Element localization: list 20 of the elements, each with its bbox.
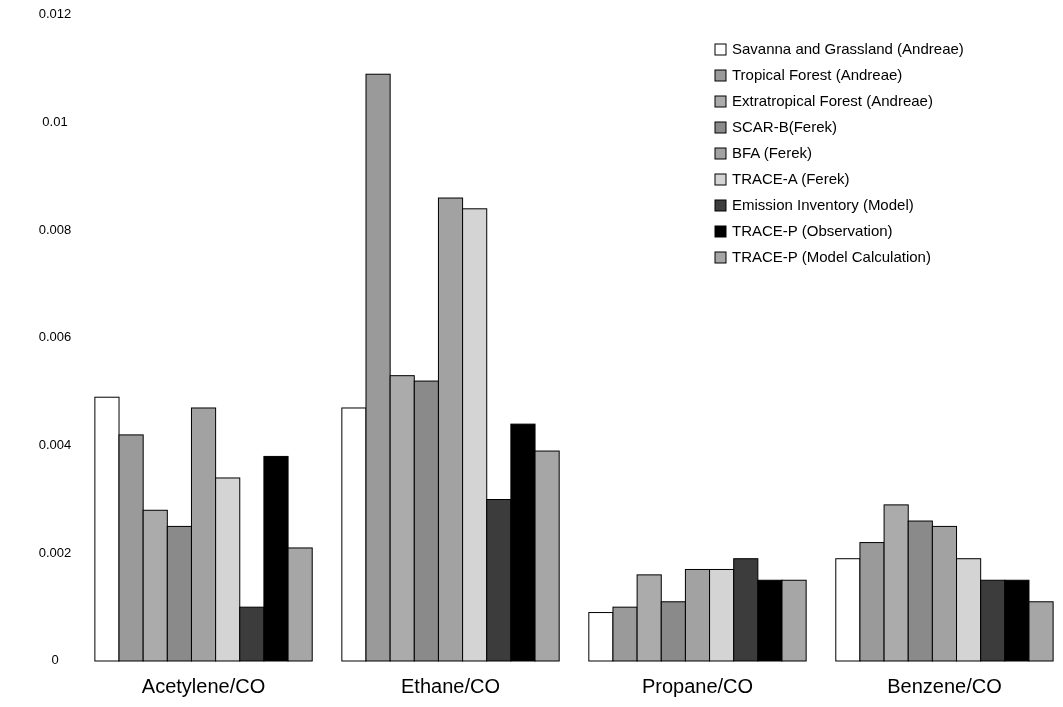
y-tick-label: 0.006 xyxy=(38,329,72,345)
legend-label: SCAR-B(Ferek) xyxy=(732,117,838,135)
legend-label: Savanna and Grassland (Andreae) xyxy=(732,39,964,57)
y-tick-label: 0.002 xyxy=(38,544,72,560)
x-tick-label: Ethane/CO xyxy=(401,675,500,697)
legend-label: TRACE-P (Observation) xyxy=(732,221,893,239)
legend-label: Extratropical Forest (Andreae) xyxy=(732,91,933,109)
legend-label: Emission Inventory (Model) xyxy=(732,195,914,213)
legend-label: Tropical Forest (Andreae) xyxy=(732,65,903,83)
y-tick-label: 0.01 xyxy=(42,114,68,130)
x-tick-label: Propane/CO xyxy=(641,675,754,697)
x-tick-label: Benzene/CO xyxy=(887,675,1002,697)
y-tick-label: 0 xyxy=(51,652,59,668)
y-tick-label: 0.012 xyxy=(38,6,72,22)
legend-label: TRACE-P (Model Calculation) xyxy=(732,247,931,265)
y-tick-label: 0.004 xyxy=(38,437,72,453)
legend-label: BFA (Ferek) xyxy=(732,143,813,161)
y-tick-label: 0.008 xyxy=(38,221,72,237)
x-tick-label: Acetylene/CO xyxy=(141,675,266,697)
legend-label: TRACE-A (Ferek) xyxy=(732,169,850,187)
